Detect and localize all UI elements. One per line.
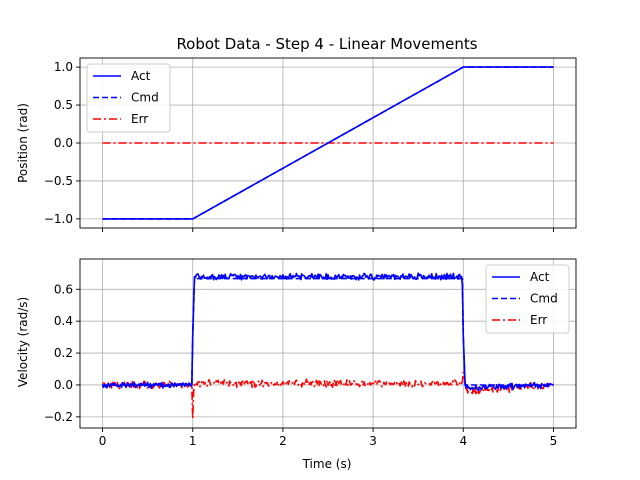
- legend-box: [485, 264, 570, 334]
- x-tick-label: 4: [459, 434, 467, 448]
- y-tick-label: 0.2: [54, 346, 73, 360]
- x-tick-label: 3: [369, 434, 377, 448]
- x-tick-label: 5: [550, 434, 558, 448]
- legend-label-act: Act: [131, 69, 151, 83]
- y-tick-label: −0.5: [44, 174, 73, 188]
- legend-box: [86, 63, 171, 133]
- position-subplot: 1.0 0.5 0.0 −0.5 −1.0 Act Cmd Err: [44, 57, 577, 232]
- y-axis-label-position: Position (rad): [16, 103, 30, 183]
- y-tick-label: 0.0: [54, 136, 73, 150]
- series-act-line: [101, 272, 554, 392]
- x-axis-label: Time (s): [302, 457, 352, 471]
- series-err-line: [102, 371, 554, 420]
- y-tick-label: 0.4: [54, 314, 73, 328]
- x-tick-label: 1: [189, 434, 197, 448]
- y-tick-label: 0.5: [54, 98, 73, 112]
- legend-label-err: Err: [131, 112, 148, 126]
- legend-label-cmd: Cmd: [530, 292, 558, 306]
- y-tick-label: 1.0: [54, 60, 73, 74]
- y-axis-label-velocity: Velocity (rad/s): [16, 297, 30, 387]
- chart-title: Robot Data - Step 4 - Linear Movements: [176, 35, 477, 53]
- legend-label-err: Err: [530, 313, 547, 327]
- legend-label-cmd: Cmd: [131, 91, 159, 105]
- y-tick-label: 0.0: [54, 378, 73, 392]
- y-tick-label: −1.0: [44, 212, 73, 226]
- velocity-subplot: 0 1 2 3 4 5 0.6 0.4 0.2 0.0 −0.2 Act Cmd Err: [44, 258, 577, 448]
- axes-frame: [79, 258, 577, 429]
- y-tick-label: 0.6: [54, 282, 73, 296]
- y-tick-label: −0.2: [44, 410, 73, 424]
- x-tick-label: 0: [99, 434, 107, 448]
- x-tick-label: 2: [279, 434, 287, 448]
- legend-label-act: Act: [530, 270, 550, 284]
- series-act-line: [102, 66, 554, 220]
- legend: Act Cmd Err: [485, 264, 570, 334]
- legend: Act Cmd Err: [86, 63, 171, 133]
